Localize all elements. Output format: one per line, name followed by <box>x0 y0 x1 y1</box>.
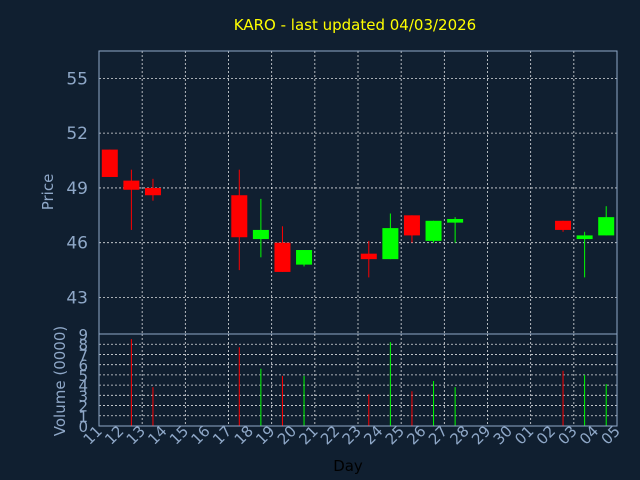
candle-body <box>382 228 399 260</box>
volume-axis-label: Volume (0000) <box>51 326 69 436</box>
price-grid <box>98 51 618 334</box>
candle-body <box>598 217 615 236</box>
candle-body <box>425 220 442 241</box>
x-axis-label: Day <box>333 457 363 475</box>
price-y-tick-label: 46 <box>66 234 88 254</box>
candle-body <box>403 215 420 236</box>
candle-body <box>360 253 377 260</box>
volume-y-tick-label: 4 <box>78 377 88 395</box>
volume-y-tick-label: 0 <box>78 418 88 436</box>
price-y-tick-label: 55 <box>66 69 88 89</box>
volume-y-tick-label: 6 <box>78 357 88 375</box>
candle-body <box>447 218 464 223</box>
candle-body <box>296 250 313 265</box>
volume-y-tick-label: 9 <box>78 326 88 344</box>
volume-y-tick-label: 8 <box>78 336 88 354</box>
volume-grid <box>98 333 618 427</box>
candle-body <box>231 195 248 238</box>
candle-body <box>576 235 593 240</box>
candle-body <box>101 149 118 177</box>
chart-title: KARO - last updated 04/03/2026 <box>234 16 476 34</box>
volume-bars-group <box>130 339 607 426</box>
volume-y-tick-label: 2 <box>78 398 88 416</box>
price-axis-label: Price <box>39 174 57 211</box>
candle-body <box>252 229 269 240</box>
volume-y-tick-label: 7 <box>78 346 88 364</box>
volume-y-tick-label: 5 <box>78 367 88 385</box>
candle-body <box>123 180 140 190</box>
volume-y-tick-label: 1 <box>78 408 88 426</box>
price-y-ticks: 43 46 49 52 55 <box>66 69 88 308</box>
volume-y-tick-label: 3 <box>78 387 88 405</box>
price-y-tick-label: 52 <box>66 124 88 144</box>
volume-panel-frame <box>98 333 618 427</box>
price-y-tick-label: 49 <box>66 179 88 199</box>
candle-body <box>144 187 161 196</box>
candle-body <box>274 242 291 272</box>
candle-body <box>555 220 572 230</box>
candles-group <box>101 149 615 278</box>
price-y-tick-label: 43 <box>66 288 88 308</box>
